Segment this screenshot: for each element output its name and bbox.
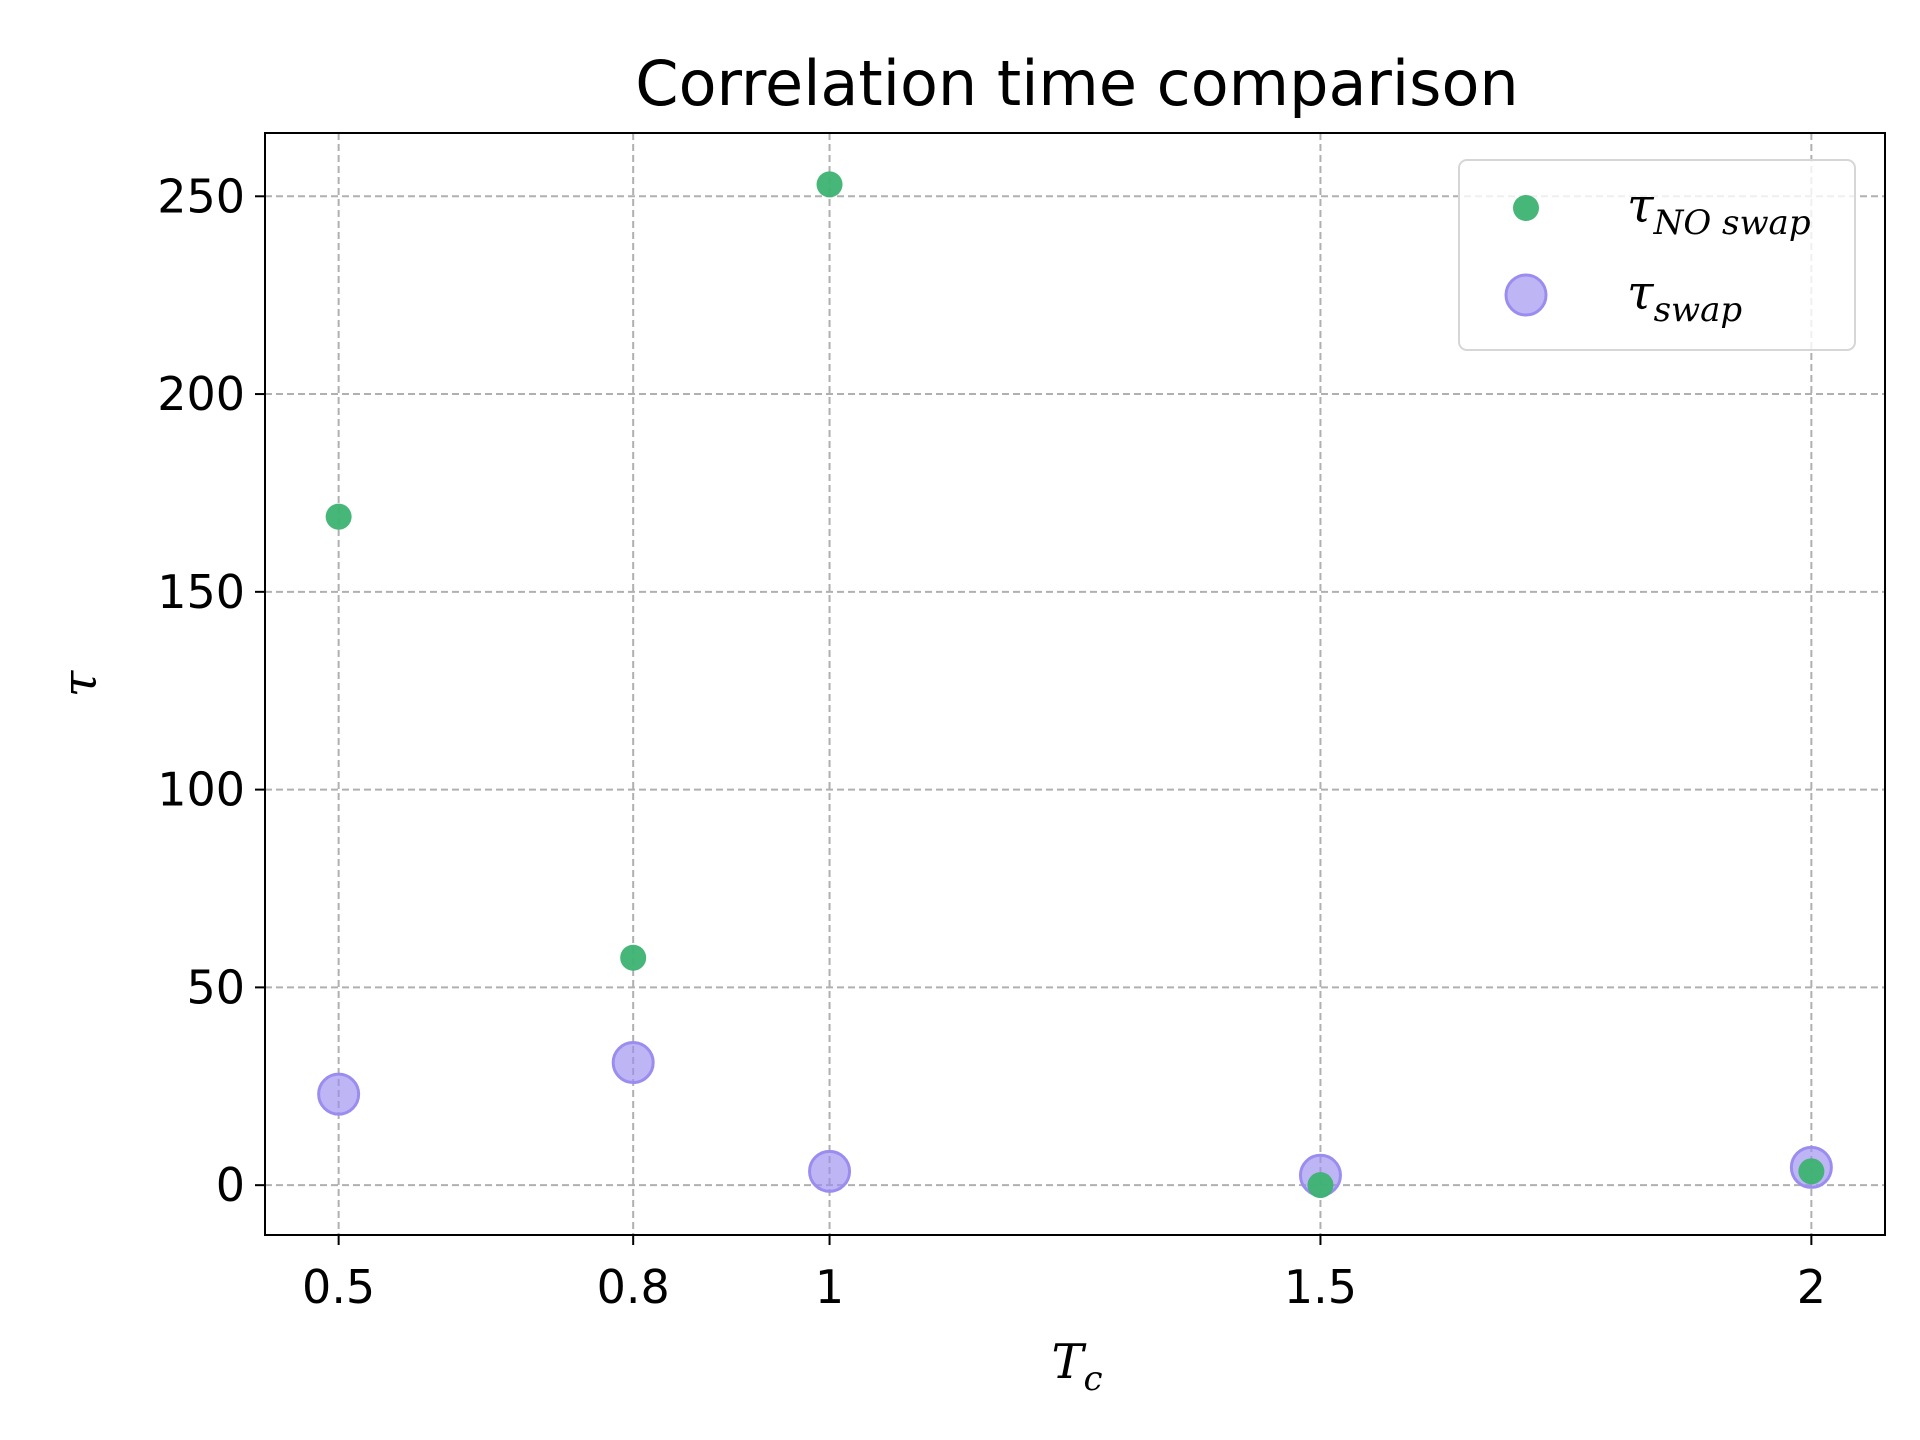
legend-label-sub: swap	[1654, 290, 1743, 330]
y-tick-label: 250	[157, 169, 245, 223]
swap-point	[611, 1041, 655, 1085]
x-tick-label: 0.5	[302, 1260, 375, 1314]
y-axis-label: τ	[52, 669, 108, 697]
x-tick-label: 0.8	[597, 1260, 670, 1314]
legend-box	[1458, 159, 1856, 351]
legend-label: τswap	[1627, 265, 1742, 330]
x-tick-label: 2	[1797, 1260, 1826, 1314]
y-tick-label: 50	[186, 960, 245, 1014]
x-axis-label-main: T	[1051, 1334, 1086, 1390]
legend-label-sub: NO swap	[1653, 203, 1811, 243]
x-axis-label-sub: c	[1083, 1359, 1102, 1399]
x-tick-label: 1.5	[1284, 1260, 1357, 1314]
y-tick-label: 0	[216, 1158, 245, 1212]
y-tick-label: 200	[157, 367, 245, 421]
data-points	[317, 171, 1833, 1199]
no-swap-point	[620, 944, 647, 971]
swap-point	[808, 1149, 852, 1193]
legend-label: τNO swap	[1627, 178, 1811, 243]
chart-title: Correlation time comparison	[635, 47, 1518, 120]
no-swap-point	[1307, 1172, 1334, 1199]
x-tick-label: 1	[815, 1260, 844, 1314]
x-axis-label: Tc	[1051, 1334, 1102, 1399]
plot-frame	[264, 132, 1886, 1236]
y-tick-label: 100	[157, 763, 245, 817]
no-swap-point	[325, 503, 352, 530]
swap-point	[317, 1072, 361, 1116]
no-swap-point	[816, 171, 843, 198]
legend-label-main: τ	[1627, 178, 1655, 234]
legend-label-main: τ	[1627, 265, 1655, 321]
y-axis-ticks: 0 50 100 150 200 250	[157, 169, 265, 1212]
no-swap-point	[1798, 1158, 1825, 1185]
x-axis-ticks: 0.5 0.8 1 1.5 2	[302, 1235, 1826, 1314]
y-tick-label: 150	[157, 565, 245, 619]
grid-lines	[265, 133, 1885, 1235]
legend-marker-no-swap	[1513, 195, 1539, 221]
legend-marker-swap	[1504, 273, 1548, 317]
